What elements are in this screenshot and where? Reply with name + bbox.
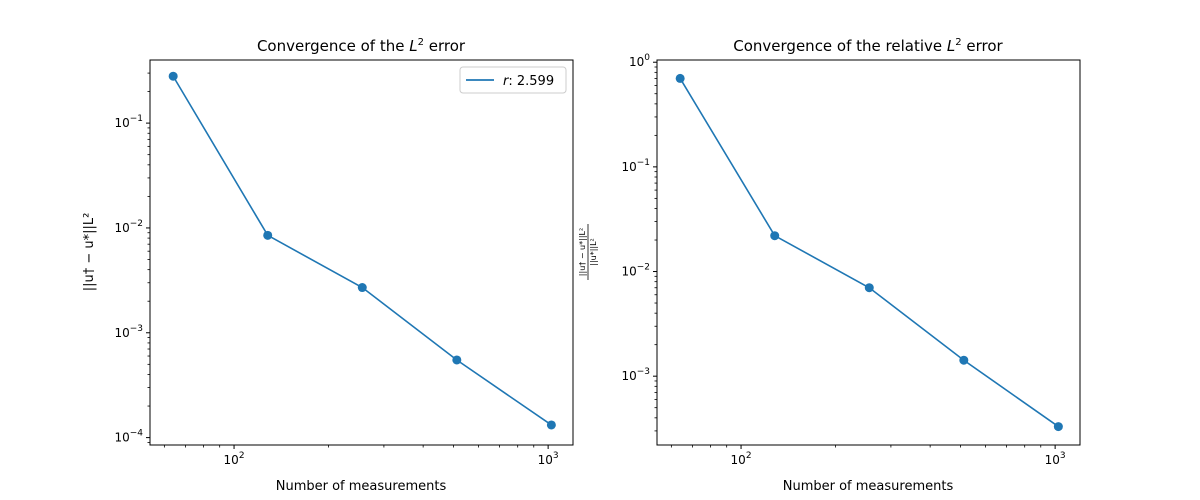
data-point [168,71,178,81]
y-tick-label: 10−2 [114,219,143,235]
data-point [959,355,969,365]
x-tick-label: 103 [538,451,559,467]
right-chart-x-axis-label: Number of measurements [783,479,954,494]
y-tick-label: 10−1 [114,114,143,130]
data-point [263,230,273,240]
data-point [546,420,556,430]
right-chart-y-axis-label: ||u† − u*||L² ||u*||L² [578,224,598,280]
data-point [452,355,462,365]
y-tick-label: 10−1 [621,158,650,174]
x-tick-label: 102 [731,451,752,467]
right-chart-title: Convergence of the relative L2 error [733,37,1003,55]
right-chart-frame [656,59,1081,446]
y-tick-label: 10−4 [114,429,143,445]
y-tick-label: 10−2 [621,263,650,279]
data-point [1053,422,1063,432]
left-chart-frame [149,59,574,446]
left-chart: Convergence of the L2 error 102 103 10−4 10… [82,37,574,494]
x-tick-label: 102 [224,451,245,467]
right-chart: Convergence of the relative L2 error 102… [578,37,1081,494]
y-tick-label: 100 [629,53,650,69]
left-chart-legend: r: 2.599 [459,66,567,94]
left-chart-x-axis-label: Number of measurements [276,479,447,494]
left-chart-title: Convergence of the L2 error [257,37,466,55]
y-tick-label: 10−3 [114,324,143,340]
x-tick-label: 103 [1045,451,1066,467]
y-label-denominator: ||u*||L² [589,238,598,266]
left-chart-y-axis-label: ||u† − u*||L² [82,213,97,292]
data-point [770,231,780,241]
data-point [675,73,685,83]
legend-entry: r: 2.599 [503,74,554,89]
legend-box [459,66,567,94]
data-point [864,283,874,293]
y-label-numerator: ||u† − u*||L² [578,228,587,276]
right-chart-minor-ticks [654,66,1042,448]
y-tick-label: 10−3 [621,367,650,383]
data-point [357,283,367,293]
